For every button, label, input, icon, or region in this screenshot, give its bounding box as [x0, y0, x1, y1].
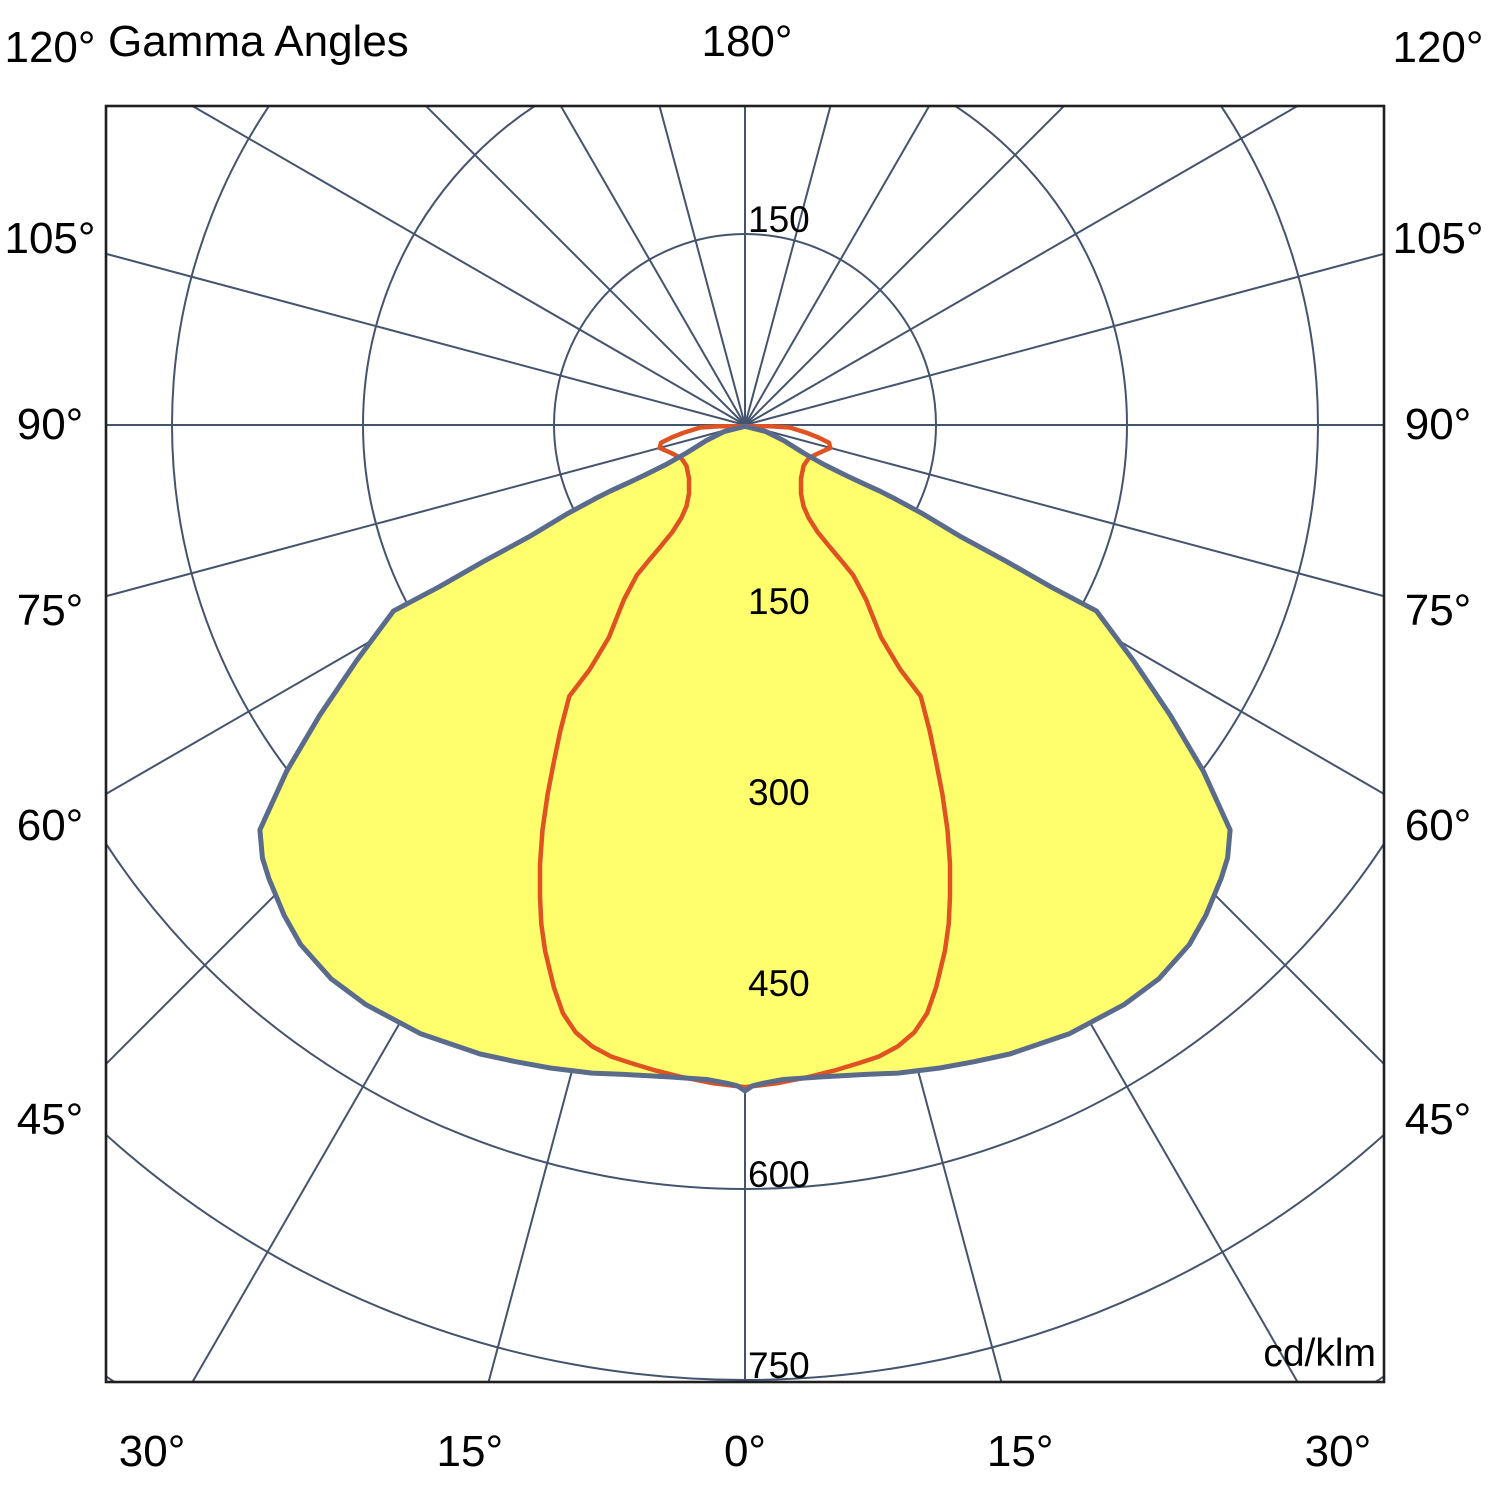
lobe-outline — [257, 423, 1233, 1094]
radial-tick-label: 600 — [748, 1153, 810, 1195]
side-angle-label-right: 45° — [1404, 1095, 1472, 1144]
radial-tick-label: 150 — [748, 580, 810, 622]
grid-ray — [106, 424, 746, 598]
radial-tick-label: 300 — [748, 771, 810, 813]
bottom-angle-label: 15° — [436, 1427, 504, 1476]
bottom-angle-label: 0° — [723, 1427, 767, 1476]
radial-tick-label: 150 — [748, 199, 810, 240]
grid-ray — [744, 106, 1300, 426]
grid-ray — [559, 106, 746, 426]
bottom-angle-label: 30° — [1304, 1427, 1372, 1476]
bottom-angle-label: 30° — [118, 1427, 186, 1476]
grid-ray — [424, 106, 746, 426]
side-angle-label-left: 90° — [16, 400, 84, 449]
grid-ray — [744, 424, 1384, 598]
chart-title: Gamma Angles — [108, 17, 409, 66]
side-angle-label-right: 120° — [1392, 23, 1484, 72]
side-angle-label-right: 90° — [1404, 400, 1472, 449]
grid-ray — [744, 106, 1066, 426]
grid-ray — [744, 252, 1384, 426]
grid-ray — [106, 252, 746, 426]
plot-frame — [104, 104, 1386, 1384]
red-curve — [537, 424, 953, 1090]
side-angle-label-right: 75° — [1404, 586, 1472, 636]
side-angle-label-right: 60° — [1404, 801, 1472, 851]
radial-tick-label: 750 — [748, 1344, 810, 1386]
top-axis-label: 180° — [701, 17, 793, 66]
bottom-angle-label: 15° — [986, 1427, 1054, 1476]
side-angle-label-left: 75° — [16, 586, 84, 636]
side-angle-label-left: 60° — [16, 801, 84, 851]
side-angle-label-left: 45° — [16, 1095, 84, 1144]
grid-ray — [658, 106, 746, 426]
unit-label: cd/klm — [1263, 1332, 1376, 1375]
radial-tick-label: 450 — [748, 962, 810, 1004]
grid-ray — [190, 106, 746, 426]
grid-ray — [744, 106, 832, 426]
grid-ray — [744, 106, 931, 426]
side-angle-label-left: 105° — [4, 213, 96, 263]
filled-lobe — [259, 426, 1231, 1091]
side-angle-label-left: 120° — [4, 23, 96, 72]
side-angle-label-right: 105° — [1392, 213, 1484, 263]
